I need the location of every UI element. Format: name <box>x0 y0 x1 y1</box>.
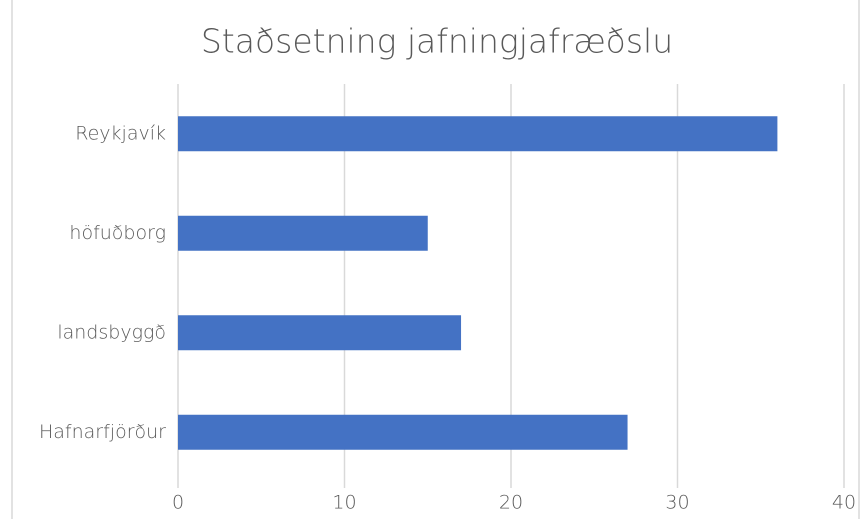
x-tick-label: 30 <box>665 492 689 514</box>
y-tick-label: landsbyggð <box>57 321 166 343</box>
chart-border <box>11 0 860 519</box>
x-tick-label: 40 <box>832 492 856 514</box>
x-tick-label: 20 <box>499 492 523 514</box>
chart-title: Staðsetning jafningjafræðslu <box>201 22 673 61</box>
bar <box>178 315 462 351</box>
x-tick-label: 0 <box>172 492 184 514</box>
x-tick-label: 10 <box>332 492 356 514</box>
bar <box>178 215 428 251</box>
bar <box>178 116 778 152</box>
y-tick-label: Hafnarfjörður <box>39 421 166 443</box>
y-tick-label: Reykjavík <box>75 122 166 144</box>
bar <box>178 414 628 450</box>
y-tick-label: höfuðborg <box>69 222 166 244</box>
